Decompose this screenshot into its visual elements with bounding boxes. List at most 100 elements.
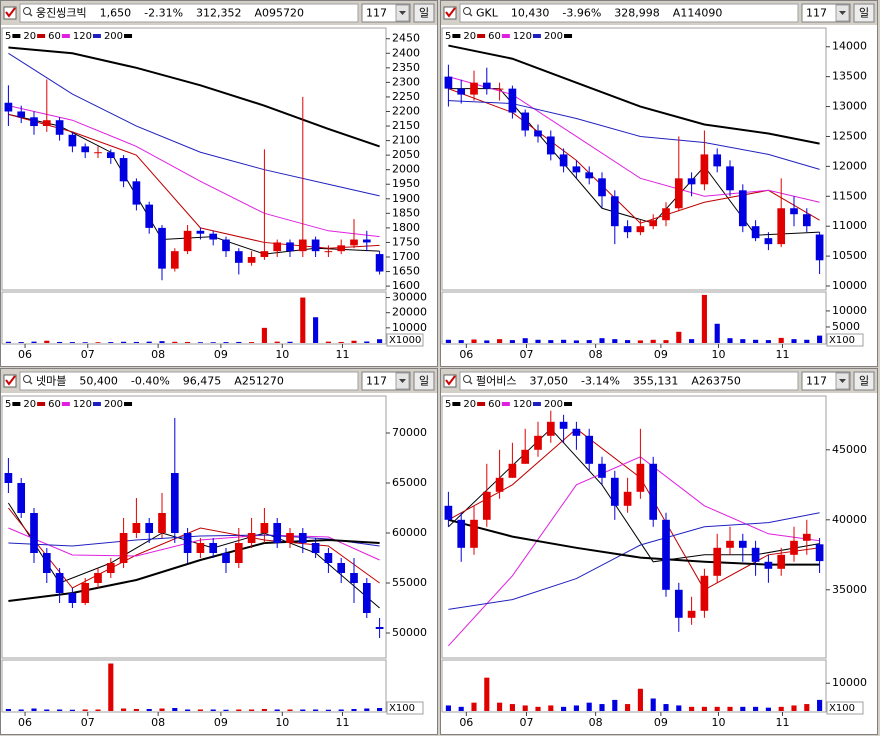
volume-bar	[82, 709, 88, 711]
candle-body	[324, 251, 333, 253]
stock-code: A251270	[234, 375, 284, 388]
volume-bar	[18, 342, 24, 343]
candle-body	[362, 239, 371, 243]
volume-bar	[133, 709, 139, 711]
candle-body	[790, 208, 798, 215]
candle-body	[521, 112, 530, 131]
y-tick-label: 12500	[832, 129, 867, 142]
volume-bar	[121, 708, 127, 711]
volume-bar	[573, 340, 579, 343]
y-tick-label: 40000	[832, 513, 867, 526]
candle-body	[30, 513, 38, 553]
dropdown-arrow	[839, 379, 846, 383]
volume-bar	[146, 341, 152, 343]
legend-swatch	[501, 34, 510, 38]
candle-body	[286, 242, 294, 252]
volume-bar	[300, 709, 306, 711]
legend-label: 20	[463, 399, 476, 410]
stock-change: -3.14%	[581, 375, 620, 388]
search-icon-handle	[28, 380, 33, 385]
candle-body	[444, 76, 453, 89]
candle-body	[687, 610, 696, 618]
candle-body	[495, 88, 504, 90]
volume-plot	[441, 659, 827, 713]
y-tick-label: 1950	[392, 177, 420, 190]
stock-code: A114090	[673, 7, 723, 20]
volume-bar	[509, 704, 515, 711]
symbol-field[interactable]	[19, 371, 359, 391]
volume-bar	[778, 706, 784, 711]
candle-body	[273, 523, 282, 543]
search-icon[interactable]	[463, 375, 471, 383]
unit-button[interactable]	[853, 371, 875, 391]
legend-label: 60	[48, 31, 61, 42]
candle-body	[802, 214, 811, 227]
volume-tick-label: 10000	[832, 676, 867, 689]
candle-body	[4, 473, 13, 483]
stock-name: 넷마블	[36, 375, 66, 388]
legend-label: 120	[73, 399, 92, 410]
y-tick-label: 2350	[392, 61, 420, 74]
volume-bar	[82, 342, 88, 343]
candle-body	[350, 239, 358, 246]
candle-body	[145, 204, 154, 228]
legend-label: 60	[488, 399, 501, 410]
volume-bar	[663, 704, 669, 711]
x-tick-label: 07	[81, 716, 95, 729]
price-plot	[1, 395, 387, 659]
candle-body	[508, 88, 517, 113]
unit-label: 일	[859, 374, 869, 388]
candle-body	[247, 256, 256, 263]
volume-bar	[274, 709, 280, 711]
candle-body	[802, 533, 811, 541]
volume-plot	[1, 291, 387, 345]
y-tick-label: 35000	[832, 583, 867, 596]
symbol-field[interactable]	[459, 3, 799, 23]
check-mark	[5, 375, 16, 386]
search-icon[interactable]	[23, 375, 31, 383]
volume-bar	[44, 709, 50, 711]
search-icon[interactable]	[463, 7, 471, 15]
candle-body	[81, 146, 90, 153]
x-tick-label: 11	[775, 348, 789, 361]
volume-bar	[300, 297, 306, 343]
legend-label: 200	[104, 399, 123, 410]
volume-bar	[612, 699, 618, 711]
volume-bar	[727, 706, 733, 711]
candle-body	[610, 477, 619, 506]
period-value: 117	[366, 375, 387, 388]
unit-button[interactable]	[853, 3, 875, 23]
search-icon[interactable]	[23, 7, 31, 15]
volume-bar	[625, 704, 631, 711]
volume-bar	[210, 342, 216, 343]
candle-body	[311, 239, 320, 252]
unit-button[interactable]	[413, 3, 435, 23]
y-tick-label: 70000	[392, 426, 427, 439]
legend-swatch	[37, 34, 46, 38]
y-tick-label: 14000	[832, 40, 867, 53]
candle-body	[534, 130, 542, 137]
y-tick-label: 2050	[392, 148, 420, 161]
candle-body	[649, 463, 658, 520]
candle-body	[247, 533, 256, 543]
x-tick-label: 06	[18, 348, 32, 361]
candle-body	[546, 136, 555, 155]
volume-bar	[249, 709, 255, 711]
symbol-field[interactable]	[459, 371, 799, 391]
candle-body	[700, 575, 709, 611]
candle-body	[534, 435, 542, 450]
volume-bar	[236, 709, 242, 711]
volume-unit-box	[386, 333, 424, 347]
candle-body	[559, 154, 568, 167]
y-tick-label: 55000	[392, 576, 427, 589]
symbol-field[interactable]	[19, 3, 359, 23]
candle-body	[158, 513, 166, 533]
candle-body	[286, 533, 294, 543]
volume-bar	[445, 339, 451, 343]
volume-bar	[18, 709, 24, 711]
candle-body	[170, 251, 179, 269]
y-tick-label: 2200	[392, 104, 420, 117]
unit-button[interactable]	[413, 371, 435, 391]
volume-bar	[172, 708, 178, 711]
candle-body	[298, 239, 307, 252]
